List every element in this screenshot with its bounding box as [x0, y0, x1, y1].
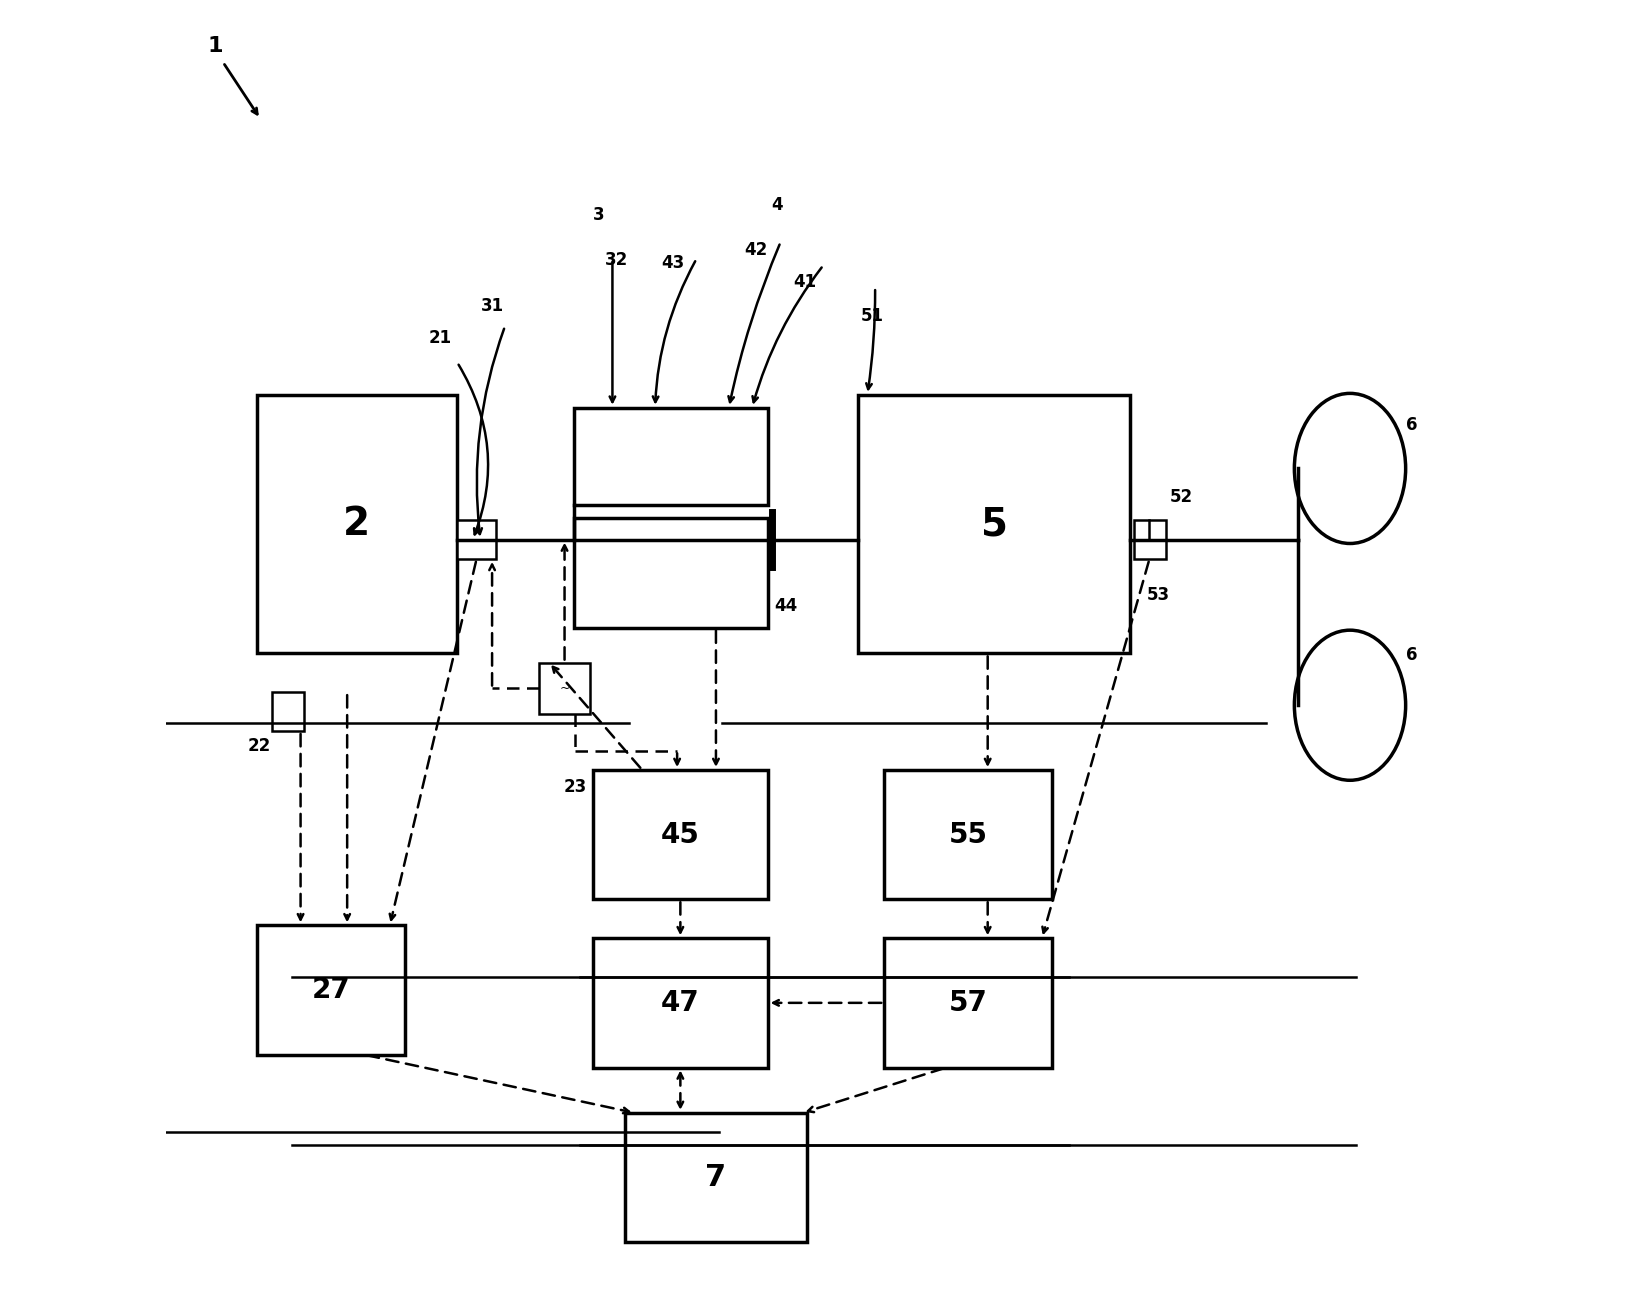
Polygon shape	[457, 520, 496, 559]
Polygon shape	[257, 395, 457, 653]
Text: 4: 4	[771, 195, 782, 214]
Text: 51: 51	[862, 307, 885, 325]
Polygon shape	[538, 663, 590, 714]
Text: 43: 43	[662, 254, 685, 272]
Text: 27: 27	[312, 976, 350, 1004]
Text: 6: 6	[1405, 415, 1418, 433]
Polygon shape	[257, 925, 405, 1055]
Text: 21: 21	[429, 329, 452, 347]
Polygon shape	[859, 395, 1130, 653]
Polygon shape	[1133, 520, 1166, 559]
Text: 57: 57	[950, 989, 987, 1017]
Text: 3: 3	[592, 206, 603, 224]
Polygon shape	[626, 1113, 806, 1242]
Text: 45: 45	[660, 820, 699, 849]
Text: ~: ~	[559, 682, 569, 695]
Polygon shape	[574, 408, 767, 505]
Ellipse shape	[1294, 630, 1405, 780]
Polygon shape	[885, 770, 1052, 899]
Text: 23: 23	[563, 778, 587, 796]
Text: 42: 42	[745, 241, 767, 259]
Text: 6: 6	[1405, 646, 1418, 664]
Polygon shape	[885, 938, 1052, 1068]
Text: 53: 53	[1146, 586, 1171, 604]
Text: 55: 55	[950, 820, 987, 849]
Polygon shape	[574, 518, 767, 628]
Text: 32: 32	[605, 251, 628, 269]
Text: 31: 31	[481, 296, 504, 314]
Text: 22: 22	[247, 736, 272, 754]
Text: 44: 44	[774, 597, 797, 615]
Text: 7: 7	[706, 1163, 727, 1192]
Polygon shape	[593, 938, 767, 1068]
Text: 2: 2	[343, 505, 371, 543]
Ellipse shape	[1294, 393, 1405, 543]
Text: 47: 47	[662, 989, 699, 1017]
Polygon shape	[593, 770, 767, 899]
Text: 41: 41	[793, 273, 816, 291]
Polygon shape	[272, 692, 304, 731]
Text: 52: 52	[1171, 488, 1193, 506]
Text: 5: 5	[980, 505, 1008, 543]
Text: 1: 1	[208, 36, 223, 56]
